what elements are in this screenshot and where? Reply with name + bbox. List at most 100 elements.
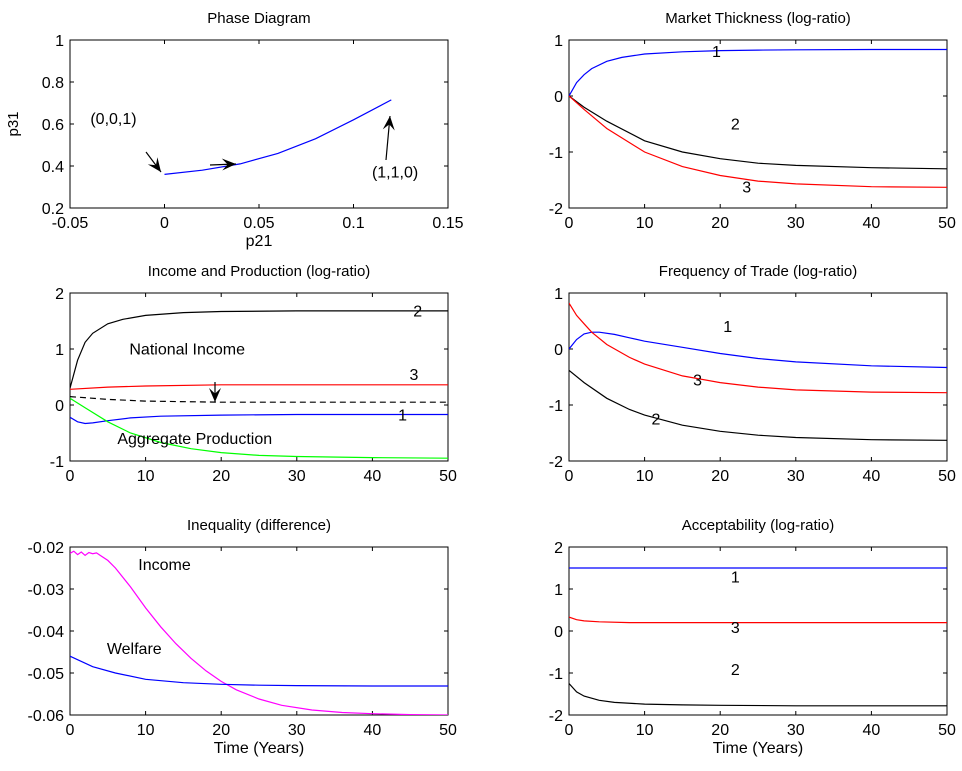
series-line [569, 302, 947, 394]
y-tick-label: 0.4 [42, 159, 64, 176]
series-line [70, 655, 448, 687]
series-line [70, 550, 448, 715]
y-axis-label: p31 [5, 111, 22, 136]
x-axis-label: Time (Years) [214, 740, 304, 757]
x-tick-label: 0 [66, 468, 75, 485]
y-tick-label: 0 [554, 624, 563, 641]
annotation-label: 1 [712, 44, 721, 61]
series-line [569, 48, 947, 97]
x-tick-label: -0.05 [52, 215, 89, 232]
series-line [569, 331, 947, 369]
x-tick-label: 20 [711, 722, 729, 739]
y-tick-label: -0.03 [28, 582, 65, 599]
series-group [164, 99, 392, 175]
x-tick-label: 0.15 [432, 215, 463, 232]
x-tick-label: 10 [636, 722, 654, 739]
x-tick-label: 10 [636, 215, 654, 232]
annotation-label: 3 [693, 372, 702, 389]
y-tick-label: 0.6 [42, 117, 64, 134]
y-tick-label: -2 [549, 454, 563, 471]
y-tick-label: 2 [554, 540, 563, 557]
x-tick-label: 40 [364, 722, 382, 739]
plot-frame [568, 39, 948, 209]
x-tick-label: 40 [863, 722, 881, 739]
chart-title: Income and Production (log-ratio) [148, 263, 371, 280]
y-tick-label: -0.06 [28, 708, 65, 725]
y-tick-label: 1 [554, 582, 563, 599]
plot-frame [69, 292, 449, 462]
annotation-label: 2 [731, 662, 740, 679]
x-tick-label: 0.05 [243, 215, 274, 232]
series-line [569, 95, 947, 188]
chart-title: Phase Diagram [207, 10, 310, 27]
x-axis-label: p21 [246, 233, 273, 250]
chart-frequency: 0 10 20 30 40 50 -2 -1 0 1 Frequency of Trade (log… [549, 263, 956, 485]
y-tick-label: -1 [549, 666, 563, 683]
plot-frame [568, 546, 948, 716]
series-line [164, 99, 392, 175]
y-tick-label: -1 [50, 454, 64, 471]
chart-phase: -0.05 0 0.05 0.1 0.15 0.2 0.4 0.6 0.8 1 Phase Diag… [5, 10, 464, 250]
x-axis-label: Time (Years) [713, 740, 803, 757]
x-tick-label: 20 [212, 468, 230, 485]
chart-inequality: 0 10 20 30 40 50 -0.06 -0.05 -0.04 -0.03 -0.02 Ineq… [28, 517, 457, 757]
y-tick-label: 0.8 [42, 75, 64, 92]
series-line [70, 413, 448, 425]
x-tick-label: 0 [160, 215, 169, 232]
series-line [569, 369, 947, 441]
x-tick-label: 30 [787, 468, 805, 485]
y-tick-label: -0.05 [28, 666, 65, 683]
x-tick-label: 30 [787, 722, 805, 739]
y-tick-label: -1 [549, 145, 563, 162]
x-tick-label: 50 [439, 722, 457, 739]
x-tick-label: 40 [863, 468, 881, 485]
annotation-label: 1 [731, 570, 740, 587]
chart-acceptability: 0 10 20 30 40 50 -2 -1 0 1 2 Acceptability (log-rat… [549, 517, 956, 757]
x-tick-label: 30 [787, 215, 805, 232]
annotation-label: Aggregate Production [117, 431, 272, 448]
arrow-start-head [147, 157, 161, 172]
y-tick-label: -0.02 [28, 540, 65, 557]
annotation-label: National Income [129, 342, 245, 359]
x-tick-label: 50 [938, 215, 956, 232]
x-tick-label: 50 [938, 468, 956, 485]
y-tick-label: 1 [55, 342, 64, 359]
annotation-label: 2 [651, 412, 660, 429]
x-tick-label: 50 [439, 468, 457, 485]
annotation-label: Welfare [107, 641, 162, 658]
series-line [569, 683, 947, 707]
series-line [569, 616, 947, 624]
x-tick-label: 0 [66, 722, 75, 739]
x-tick-label: 10 [137, 468, 155, 485]
y-tick-label: 0 [554, 342, 563, 359]
annotation-label: (0,0,1) [90, 111, 136, 128]
series-line [70, 384, 448, 390]
chart-thickness: 0 10 20 30 40 50 -2 -1 0 1 Market Thickness (log-r… [549, 10, 956, 232]
chart-title: Inequality (difference) [187, 517, 331, 534]
x-tick-label: 40 [364, 468, 382, 485]
arrow-national-income-head [209, 388, 221, 402]
series-group [70, 310, 448, 459]
annotation-label: 2 [413, 304, 422, 321]
arrow-end-head [382, 116, 395, 131]
x-tick-label: 10 [137, 722, 155, 739]
x-tick-label: 0 [565, 468, 574, 485]
y-tick-label: -2 [549, 708, 563, 725]
y-tick-label: 1 [554, 286, 563, 303]
series-line [70, 397, 448, 459]
y-tick-label: -1 [549, 398, 563, 415]
y-tick-label: 0 [554, 89, 563, 106]
x-tick-label: 0 [565, 722, 574, 739]
y-tick-label: 1 [55, 33, 64, 50]
x-tick-label: 40 [863, 215, 881, 232]
series-line [569, 95, 947, 170]
x-tick-label: 0.1 [342, 215, 364, 232]
annotation-label: 3 [731, 620, 740, 637]
x-tick-label: 20 [212, 722, 230, 739]
x-tick-label: 10 [636, 468, 654, 485]
series-line [70, 396, 448, 403]
arrow-mid-head [221, 158, 236, 171]
x-tick-label: 20 [711, 215, 729, 232]
